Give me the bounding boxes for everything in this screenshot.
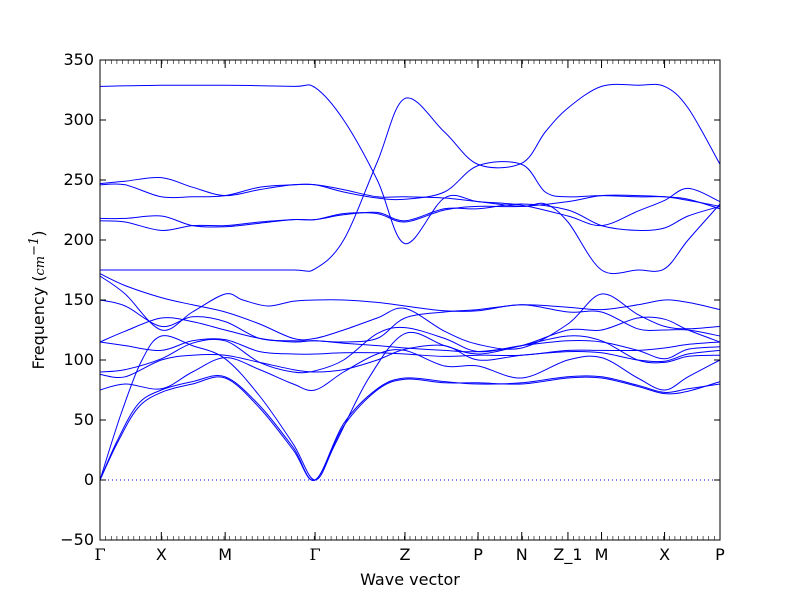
y-axis-label-unit: cm: [33, 256, 48, 276]
series-line-8: [99, 299, 721, 343]
y-axis-label-paren-close: ): [29, 230, 48, 236]
series-layer: [99, 83, 721, 481]
series-line-11: [100, 83, 721, 272]
x-tick-label: X: [659, 545, 670, 564]
x-tick-label: Γ: [94, 545, 105, 564]
y-tick-label: 150: [63, 290, 94, 309]
y-axis-ticks: −50 0 50 100 150 200 250 300 350: [60, 50, 720, 549]
series-line-7: [99, 316, 721, 353]
x-tick-label: Γ: [310, 545, 321, 564]
y-axis-label-paren-open: (: [29, 276, 48, 287]
x-axis-label: Wave vector: [360, 570, 460, 589]
y-tick-label: 100: [63, 350, 94, 369]
y-axis-label-text: Frequency: [29, 287, 48, 370]
y-tick-label: −50: [60, 530, 94, 549]
series-line-4: [99, 344, 721, 378]
y-axis-label-group: Frequency (cm−1): [27, 230, 48, 369]
series-line-9: [99, 273, 721, 350]
series-line-3: [99, 349, 721, 391]
x-axis-ticks: Γ X M Γ Z P N Z_1 M X P: [94, 60, 725, 565]
series-line-12: [99, 84, 721, 275]
x-tick-label: Z_1: [553, 545, 582, 565]
x-tick-label: P: [473, 545, 483, 564]
series-line-15: [99, 161, 721, 207]
series-line-0: [99, 376, 721, 481]
plot-area: [100, 60, 720, 540]
y-tick-label: 250: [63, 170, 94, 189]
y-axis-label: Frequency (cm−1): [27, 230, 48, 369]
series-line-2: [99, 331, 721, 481]
x-minor-ticks: [105, 60, 715, 540]
series-line-14: [99, 203, 721, 232]
x-tick-label: Z: [399, 545, 410, 564]
series-line-10: [99, 275, 721, 337]
series-line-1: [99, 375, 721, 481]
x-tick-label: P: [715, 545, 725, 564]
x-tick-label: X: [156, 545, 167, 564]
x-tick-label: M: [218, 545, 232, 564]
y-tick-label: 50: [74, 410, 94, 429]
series-line-13: [99, 194, 721, 231]
y-axis-label-unit-exponent: −1: [27, 237, 42, 256]
y-tick-label: 300: [63, 110, 94, 129]
x-tick-label: N: [516, 545, 528, 564]
y-tick-label: 0: [84, 470, 94, 489]
series-line-16: [99, 176, 721, 227]
y-tick-label: 350: [63, 50, 94, 69]
y-tick-label: 200: [63, 230, 94, 249]
series-line-6: [99, 338, 721, 357]
x-tick-label: M: [595, 545, 609, 564]
